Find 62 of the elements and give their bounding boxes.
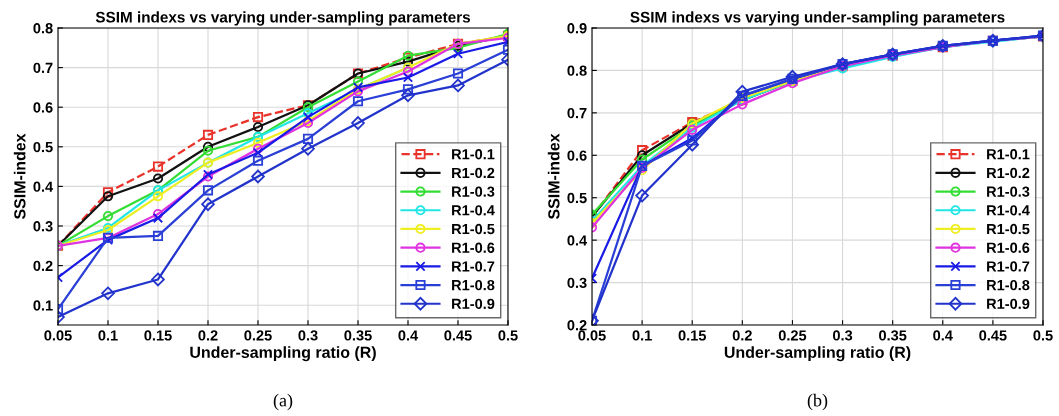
x-tick-label: 0.45 xyxy=(444,330,472,341)
y-tick-label: 0.4 xyxy=(33,181,54,192)
x-tick-label: 0.4 xyxy=(933,330,953,341)
y-tick-label: 0.2 xyxy=(33,260,53,272)
x-tick-label: 0.05 xyxy=(578,330,606,341)
chart-title: SSIM indexs vs varying under-sampling parameters xyxy=(95,11,471,26)
y-tick-label: 0.5 xyxy=(33,141,53,153)
legend-label: R1-0.6 xyxy=(452,242,495,253)
y-tick-label: 0.2 xyxy=(567,320,587,331)
y-tick-label: 0.7 xyxy=(33,62,53,74)
legend-label: R1-0.4 xyxy=(452,205,495,216)
legend-label: R1-0.2 xyxy=(452,167,495,179)
x-tick-label: 0.1 xyxy=(632,330,652,341)
legend-label: R1-0.9 xyxy=(987,298,1030,309)
y-tick-label: 0.1 xyxy=(33,300,53,311)
x-tick-label: 0.15 xyxy=(144,330,172,341)
y-tick-label: 0.6 xyxy=(33,102,53,113)
x-tick-label: 0.5 xyxy=(498,330,518,341)
x-tick-label: 0.25 xyxy=(244,330,272,341)
x-tick-label: 0.2 xyxy=(198,330,218,341)
x-tick-label: 0.35 xyxy=(879,330,907,341)
legend-label: R1-0.4 xyxy=(987,205,1030,216)
text: (b) xyxy=(807,393,828,411)
legend-label: R1-0.7 xyxy=(987,261,1030,272)
x-tick-label: 0.25 xyxy=(778,330,807,341)
chart-title: SSIM indexs vs varying under-sampling parameters xyxy=(630,11,1005,26)
x-tick-label: 0.4 xyxy=(398,330,419,341)
legend-label: R1-0.9 xyxy=(452,298,495,309)
x-axis-title: Under-sampling ratio (R) xyxy=(190,346,376,362)
y-tick-label: 0.5 xyxy=(567,192,587,204)
x-tick-label: 0.45 xyxy=(979,330,1007,341)
y-tick-label: 0.8 xyxy=(33,23,53,34)
x-tick-label: 0.1 xyxy=(98,330,118,341)
x-tick-label: 0.5 xyxy=(1033,330,1053,341)
legend-label: R1-0.8 xyxy=(987,279,1030,291)
x-tick-label: 0.3 xyxy=(298,330,318,341)
y-tick-label: 0.4 xyxy=(567,235,588,246)
text: (a) xyxy=(273,393,293,411)
x-axis-title: Under-sampling ratio (R) xyxy=(724,346,911,362)
y-tick-label: 0.8 xyxy=(567,65,587,76)
y-tick-label: 0.3 xyxy=(567,277,587,289)
legend-label: R1-0.1 xyxy=(987,149,1030,160)
x-tick-label: 0.35 xyxy=(344,330,372,341)
x-tick-label: 0.05 xyxy=(44,330,72,341)
legend-label: R1-0.8 xyxy=(452,279,495,291)
legend-label: R1-0.2 xyxy=(987,167,1030,179)
y-axis-title: SSIM-index xyxy=(13,133,26,220)
y-tick-label: 0.3 xyxy=(33,221,53,232)
legend-label: R1-0.6 xyxy=(987,242,1030,253)
y-tick-label: 0.6 xyxy=(567,150,587,161)
legend-label: R1-0.3 xyxy=(452,186,495,197)
x-tick-label: 0.15 xyxy=(678,330,707,341)
y-tick-label: 0.7 xyxy=(567,107,587,119)
y-tick-label: 0.9 xyxy=(567,23,587,34)
x-tick-label: 0.2 xyxy=(732,330,752,341)
y-axis-title: SSIM-index xyxy=(547,133,560,220)
legend-label: R1-0.5 xyxy=(452,223,495,235)
x-tick-label: 0.3 xyxy=(833,330,853,341)
legend-label: R1-0.3 xyxy=(987,186,1030,197)
legend-label: R1-0.7 xyxy=(452,261,495,272)
legend-label: R1-0.5 xyxy=(987,223,1030,235)
legend-label: R1-0.1 xyxy=(452,149,495,160)
